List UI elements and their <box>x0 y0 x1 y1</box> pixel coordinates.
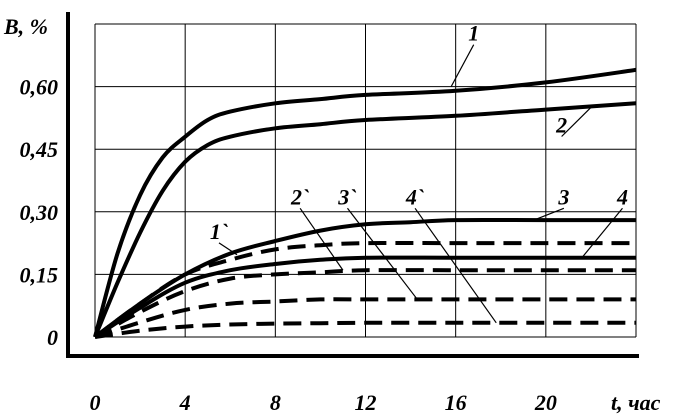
series-label: 2 <box>555 113 567 138</box>
annotation-leaders <box>218 44 623 324</box>
series-label: 4 <box>616 184 628 209</box>
y-tick-label: 0,45 <box>20 137 59 162</box>
x-tick-label: 20 <box>534 390 557 415</box>
annotation-leader <box>218 242 238 256</box>
annotation-leader <box>561 107 592 137</box>
series-label: 4` <box>405 184 424 209</box>
series-label: 1` <box>210 219 228 244</box>
annotation-leader <box>346 207 418 300</box>
y-tick-label: 0 <box>47 325 58 350</box>
series-label: 2` <box>290 184 309 209</box>
series-line-4 <box>93 255 636 339</box>
series-label: 1 <box>468 21 479 46</box>
y-tick-label: 0,15 <box>20 262 59 287</box>
y-tick-label: 0,60 <box>20 75 59 100</box>
grid <box>94 23 637 338</box>
series-line-2prime <box>94 268 636 339</box>
annotation-leader <box>536 207 565 220</box>
labels: B, % t, час 0 4 8 12 16 2000,150,300,450,6012… <box>3 14 661 415</box>
x-tick-label: 0 <box>90 390 101 415</box>
annotation-leader <box>450 44 475 87</box>
series-label: 3 <box>557 184 569 209</box>
x-tick-label: 12 <box>355 390 377 415</box>
x-tick-label: 16 <box>445 390 467 415</box>
x-tick-label: 4 <box>179 390 191 415</box>
x-tick-label: 8 <box>270 390 281 415</box>
y-tick-label: 0,30 <box>20 200 59 225</box>
series-line-1 <box>93 67 637 338</box>
y-axis-label: B, % <box>3 14 48 39</box>
annotation-leader <box>299 207 344 271</box>
series-line-2 <box>93 101 637 338</box>
axes <box>66 12 639 358</box>
series-line-1prime <box>93 240 636 339</box>
series-line-3prime <box>94 297 636 339</box>
series-lines <box>93 67 637 339</box>
annotation-leader <box>581 207 623 259</box>
series-label: 3` <box>337 184 356 209</box>
x-axis-label: t, час <box>611 390 661 415</box>
series-line-4prime <box>94 320 636 339</box>
annotation-leader <box>414 207 497 324</box>
